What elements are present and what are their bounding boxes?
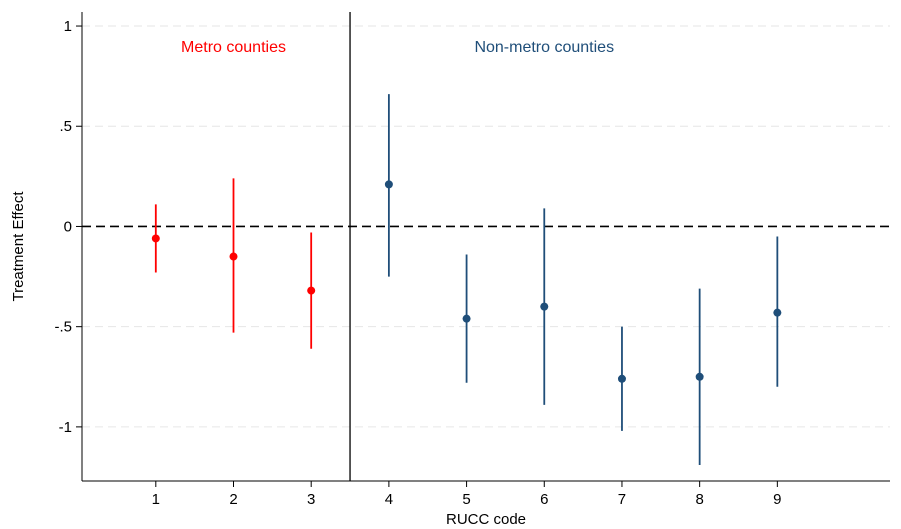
point-estimate — [695, 372, 704, 381]
point-estimate — [617, 374, 626, 383]
y-tick-label: -.5 — [54, 319, 72, 336]
gridlines — [82, 25, 890, 428]
point-estimate — [540, 302, 549, 311]
point-estimate — [229, 252, 238, 261]
x-tick-label: 4 — [385, 491, 393, 508]
x-tick-label: 6 — [540, 491, 548, 508]
y-tick-label: 1 — [64, 18, 72, 35]
x-tick-label: 1 — [152, 491, 160, 508]
y-tick-label: -1 — [59, 419, 72, 436]
x-tick-label: 7 — [618, 491, 626, 508]
axes — [76, 12, 890, 487]
y-tick-label: 0 — [64, 218, 72, 235]
x-tick-label: 8 — [695, 491, 703, 508]
chart-labels: 1 .5 0 -.5 -1 1 2 3 4 5 6 7 8 9 RUCC code Treatment Eff… — [10, 18, 782, 528]
metro-group-label: Metro counties — [181, 39, 286, 56]
point-estimate — [307, 286, 316, 295]
point-estimate — [462, 314, 471, 323]
x-tick-label: 9 — [773, 491, 781, 508]
chart-marks — [82, 12, 890, 481]
x-axis-title: RUCC code — [446, 511, 526, 528]
x-tick-label: 3 — [307, 491, 315, 508]
point-estimate — [151, 234, 160, 243]
y-tick-label: .5 — [59, 118, 72, 135]
point-estimate — [384, 180, 393, 189]
point-estimate — [773, 308, 782, 317]
x-tick-label: 2 — [229, 491, 237, 508]
nonmetro-group-label: Non-metro counties — [474, 39, 614, 56]
x-tick-label: 5 — [462, 491, 470, 508]
y-axis-title: Treatment Effect — [10, 191, 27, 302]
